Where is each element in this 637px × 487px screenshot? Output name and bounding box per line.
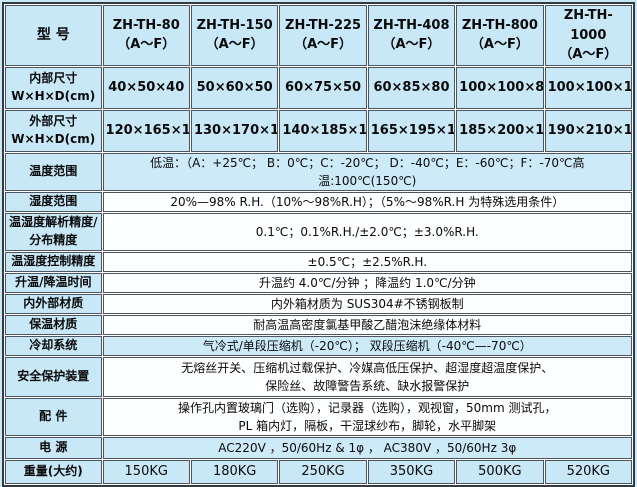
header-row: 型 号 ZH-TH-80 （A～F） ZH-TH-150 （A～F） ZH-TH… — [5, 5, 632, 66]
control-accuracy-row: 温湿度控制精度 ±0.5℃；±2.5%R.H. — [5, 251, 632, 272]
spec-value: 无熔丝开关、压缩机过载保护、冷媒高低压保护、超湿度超温度保护、 保险丝、故障警告… — [102, 356, 632, 397]
spec-label-line2: W×H×D(cm) — [11, 88, 96, 103]
spec-value: 气冷式/单段压缩机（-20℃）； 双段压缩机（-40℃—-70℃） — [102, 335, 632, 356]
size-value-cell: 185×200×175 — [456, 109, 544, 152]
spec-value: 0.1℃；0.1%R.H./±2.0℃；±3.0%R.H. — [102, 212, 632, 251]
size-value-cell: 100×100×100 — [544, 66, 632, 109]
spec-value-line1: 内外箱材质为 SUS304#不锈钢板制 — [270, 296, 464, 311]
weight-value-cell: 500KG — [456, 459, 544, 484]
spec-label: 内外部材质 — [5, 293, 102, 314]
material-row: 内外部材质 内外箱材质为 SUS304#不锈钢板制 — [5, 293, 632, 314]
power-supply-row: 电 源 AC220V ，50/60Hz & 1φ ， AC380V ，50/60… — [5, 436, 632, 459]
spec-label: 配 件 — [5, 397, 102, 436]
size-value-cell: 60×75×50 — [279, 66, 367, 109]
model-header-cell: ZH-TH-408 （A～F） — [367, 5, 456, 66]
model-range: （A～F） — [205, 37, 264, 53]
safety-protection-row: 安全保护装置 无熔丝开关、压缩机过载保护、冷媒高低压保护、超湿度超温度保护、 保… — [5, 356, 632, 397]
spec-value: 低温：（A：+25℃； B：0℃；C：-20℃； D：-40℃；E：-60℃；F… — [102, 152, 632, 191]
spec-value: 20%—98% R.H.（10%～98%R.H）；（5%～98%R.H 为特殊选… — [102, 191, 632, 212]
spec-label: 温度范围 — [5, 152, 102, 191]
model-header-cell: ZH-TH-150 （A～F） — [190, 5, 279, 66]
size-value-cell: 165×195×155 — [367, 109, 456, 152]
model-header-cell: ZH-TH-225 （A～F） — [279, 5, 367, 66]
spec-value-line1: 低温：（A：+25℃； B：0℃；C：-20℃； D：-40℃；E：-60℃；F… — [150, 155, 585, 188]
spec-value-line2: PL 箱内灯，隔板，干湿球纱布，脚轮，水平脚架 — [238, 418, 497, 433]
weight-value-cell: 180KG — [190, 459, 279, 484]
spec-label-line1: 外部尺寸 — [29, 114, 78, 129]
temperature-range-row: 温度范围 低温：（A：+25℃； B：0℃；C：-20℃； D：-40℃；E：-… — [5, 152, 632, 191]
spec-value-line1: 无熔丝开关、压缩机过载保护、冷媒高低压保护、超湿度超温度保护、 — [181, 360, 554, 375]
spec-label: 重量(大约) — [5, 459, 102, 484]
model-range: （A～F） — [294, 37, 353, 53]
weight-value-cell: 520KG — [544, 459, 632, 484]
spec-value-line1: 气冷式/单段压缩机（-20℃）； 双段压缩机（-40℃—-70℃） — [202, 338, 532, 353]
model-range: （A～F） — [559, 47, 618, 62]
spec-value: 操作孔内置玻璃门（选购），记录器（选购），观视窗，50mm 测试孔， PL 箱内… — [102, 397, 632, 436]
spec-value: 内外箱材质为 SUS304#不锈钢板制 — [102, 293, 632, 314]
spec-value-line1: 20%—98% R.H.（10%～98%R.H）；（5%～98%R.H 为特殊选… — [170, 194, 565, 209]
spec-label: 内部尺寸 W×H×D(cm) — [5, 66, 102, 109]
model-name: ZH-TH-225 — [285, 17, 362, 33]
spec-value-line1: AC220V ，50/60Hz & 1φ ， AC380V ，50/60Hz 3… — [218, 440, 517, 455]
weight-value-cell: 250KG — [279, 459, 367, 484]
size-value-cell: 50×60×50 — [190, 66, 279, 109]
size-value-cell: 100×100×80 — [456, 66, 544, 109]
spec-value-line1: 耐高温高密度氯基甲酸乙醋泡沫绝缘体材料 — [253, 317, 482, 332]
weight-value-cell: 150KG — [102, 459, 190, 484]
spec-label-line1: 内部尺寸 — [29, 71, 78, 86]
spec-value-line1: ±0.5℃；±2.5%R.H. — [307, 254, 428, 269]
model-range: （A～F） — [117, 37, 176, 53]
spec-value: 升温约 4.0℃/分钟 ；降温约 1.0℃/分钟 — [102, 272, 632, 293]
model-name: ZH-TH-1000 — [563, 8, 613, 43]
weight-value-cell: 350KG — [367, 459, 456, 484]
model-name: ZH-TH-800 — [461, 17, 538, 33]
spec-label-line2: W×H×D(cm) — [11, 131, 96, 146]
size-value-cell: 120×165×115 — [102, 109, 190, 152]
model-name: ZH-TH-80 — [112, 17, 180, 33]
size-value-cell: 130×170×125 — [190, 109, 279, 152]
size-value-cell: 40×50×40 — [102, 66, 190, 109]
spec-label: 外部尺寸 W×H×D(cm) — [5, 109, 102, 152]
size-value-cell: 190×210×185 — [544, 109, 632, 152]
size-value-cell: 60×85×80 — [367, 66, 456, 109]
spec-value-line2: 保险丝、故障警告系统、缺水报警保护 — [265, 378, 470, 393]
heating-cooling-time-row: 升温/降温时间 升温约 4.0℃/分钟 ；降温约 1.0℃/分钟 — [5, 272, 632, 293]
spec-label: 温湿度控制精度 — [5, 251, 102, 272]
spec-label: 保温材质 — [5, 314, 102, 335]
model-header-cell: ZH-TH-80 （A～F） — [102, 5, 190, 66]
accessories-row: 配 件 操作孔内置玻璃门（选购），记录器（选购），观视窗，50mm 测试孔， P… — [5, 397, 632, 436]
spec-value: ±0.5℃；±2.5%R.H. — [102, 251, 632, 272]
insulation-row: 保温材质 耐高温高密度氯基甲酸乙醋泡沫绝缘体材料 — [5, 314, 632, 335]
cooling-system-row: 冷却系统 气冷式/单段压缩机（-20℃）； 双段压缩机（-40℃—-70℃） — [5, 335, 632, 356]
model-name: ZH-TH-150 — [196, 17, 273, 33]
model-header-cell: ZH-TH-1000 （A～F） — [544, 5, 632, 66]
spec-value-line1: 升温约 4.0℃/分钟 ；降温约 1.0℃/分钟 — [258, 275, 476, 290]
spec-label: 升温/降温时间 — [5, 272, 102, 293]
resolution-accuracy-row: 温湿度解析精度/分布精度 0.1℃；0.1%R.H./±2.0℃；±3.0%R.… — [5, 212, 632, 251]
spec-value-line1: 0.1℃；0.1%R.H./±2.0℃；±3.0%R.H. — [255, 224, 479, 239]
spec-value-line1: 操作孔内置玻璃门（选购），记录器（选购），观视窗，50mm 测试孔， — [178, 400, 557, 415]
model-range: （A～F） — [382, 37, 441, 53]
spec-label: 温湿度解析精度/分布精度 — [5, 212, 102, 251]
external-size-row: 外部尺寸 W×H×D(cm) 120×165×115 130×170×125 1… — [5, 109, 632, 152]
internal-size-row: 内部尺寸 W×H×D(cm) 40×50×40 50×60×50 60×75×5… — [5, 66, 632, 109]
spec-value: AC220V ，50/60Hz & 1φ ， AC380V ，50/60Hz 3… — [102, 436, 632, 459]
spec-label: 湿度范围 — [5, 191, 102, 212]
spec-label: 电 源 — [5, 436, 102, 459]
spec-label: 安全保护装置 — [5, 356, 102, 397]
humidity-range-row: 湿度范围 20%—98% R.H.（10%～98%R.H）；（5%～98%R.H… — [5, 191, 632, 212]
model-name: ZH-TH-408 — [373, 17, 450, 33]
weight-row: 重量(大约) 150KG 180KG 250KG 350KG 500KG 520… — [5, 459, 632, 484]
size-value-cell: 140×185×130 — [279, 109, 367, 152]
spec-label: 冷却系统 — [5, 335, 102, 356]
model-range: （A～F） — [470, 37, 529, 53]
model-column-label: 型 号 — [5, 5, 102, 66]
model-header-cell: ZH-TH-800 （A～F） — [456, 5, 544, 66]
spec-value: 耐高温高密度氯基甲酸乙醋泡沫绝缘体材料 — [102, 314, 632, 335]
